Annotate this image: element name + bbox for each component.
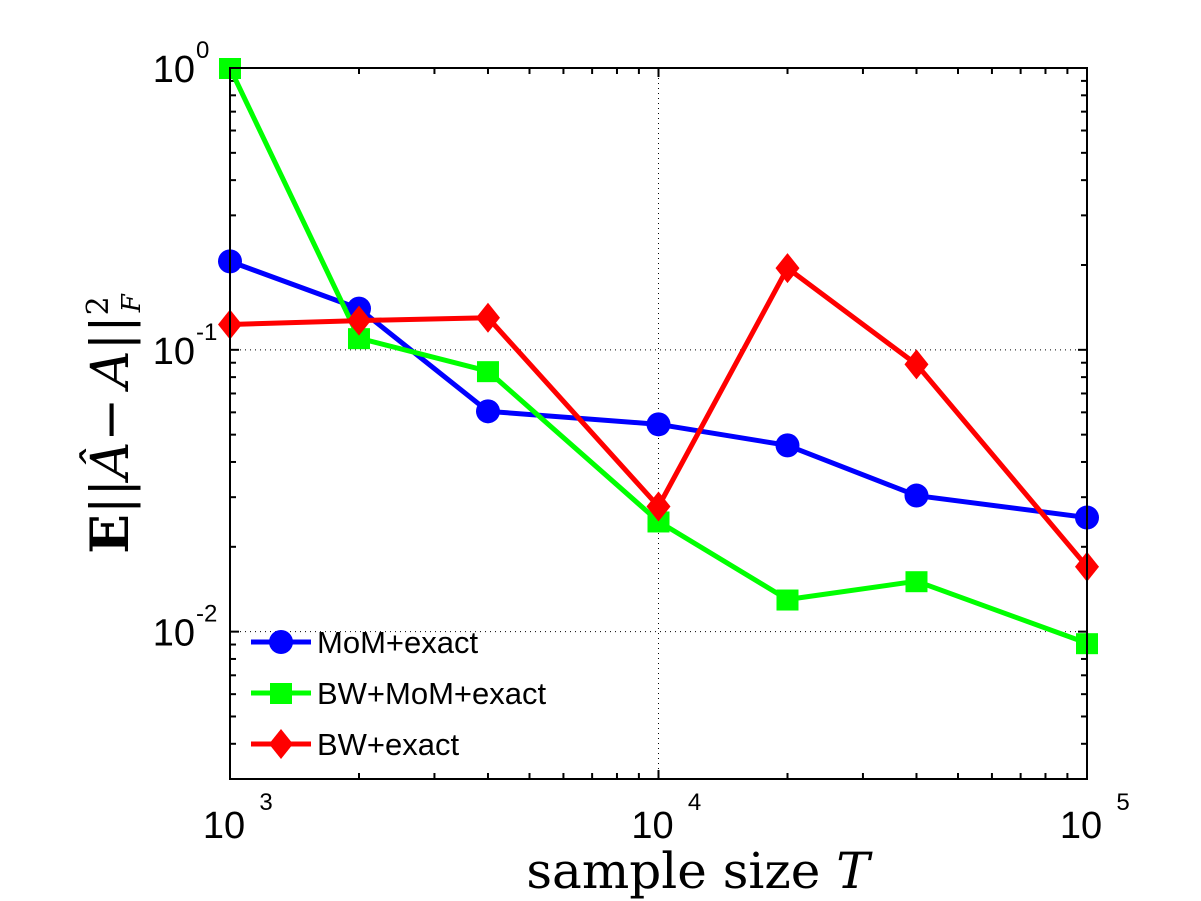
y-tick-label: 10 bbox=[153, 49, 195, 91]
data-point bbox=[476, 361, 499, 383]
legend-marker bbox=[269, 729, 293, 759]
x-axis-title: sample size T bbox=[526, 842, 873, 900]
y-tick-label-exponent: 0 bbox=[196, 37, 209, 64]
x-tick-label: 10 bbox=[631, 805, 673, 847]
data-point bbox=[346, 305, 371, 336]
y-tick-label-exponent: -2 bbox=[196, 601, 217, 628]
data-point bbox=[905, 571, 928, 593]
data-point bbox=[904, 349, 929, 380]
data-point bbox=[347, 328, 370, 350]
y-tick-label-exponent: -1 bbox=[196, 319, 217, 346]
x-axis-title-variable: T bbox=[836, 842, 873, 900]
data-point bbox=[775, 433, 800, 458]
data-point bbox=[776, 589, 799, 611]
y-axis-title-minus: − bbox=[81, 398, 141, 442]
x-tick-label: 10 bbox=[1060, 805, 1102, 847]
legend-label: MoM+exact bbox=[317, 625, 478, 660]
y-tick-label: 10 bbox=[153, 331, 195, 373]
legend-item: MoM+exact bbox=[251, 625, 478, 660]
y-axis-title-a: A bbox=[81, 350, 141, 392]
legend-label: BW+MoM+exact bbox=[317, 676, 547, 711]
legend-marker bbox=[269, 630, 293, 654]
svg-text:E||Â−A||2F: E||Â−A||2F bbox=[79, 293, 147, 554]
legend-item: BW+exact bbox=[251, 727, 460, 762]
legend: MoM+exact BW+MoM+exact BW+exact bbox=[251, 625, 547, 762]
y-tick-label: 10 bbox=[153, 613, 195, 655]
legend-label: BW+exact bbox=[317, 727, 460, 762]
plot-frame bbox=[229, 67, 1088, 780]
y-axis-title-ahat: Â bbox=[79, 442, 141, 484]
legend-item: BW+MoM+exact bbox=[251, 676, 547, 711]
x-tick-label: 10 bbox=[203, 805, 245, 847]
legend-marker bbox=[270, 683, 292, 704]
x-tick-label-exponent: 3 bbox=[259, 789, 272, 816]
series-layer bbox=[218, 58, 1099, 655]
y-axis-title-expectation: E bbox=[80, 514, 141, 554]
data-point bbox=[646, 491, 671, 522]
y-axis-title: E||Â−A||2F bbox=[79, 293, 147, 554]
data-point bbox=[646, 412, 671, 437]
y-axis-title-norm-open: || bbox=[81, 479, 141, 514]
data-point bbox=[775, 253, 800, 284]
x-tick-label-exponent: 5 bbox=[1116, 789, 1129, 816]
y-axis-title-superscript: 2 bbox=[81, 296, 116, 315]
x-axis-title-text: sample size bbox=[526, 842, 836, 900]
data-point bbox=[475, 399, 500, 424]
x-tick-label-exponent: 4 bbox=[688, 789, 701, 816]
data-point bbox=[647, 511, 670, 533]
data-point bbox=[904, 483, 929, 508]
data-point bbox=[475, 302, 500, 333]
y-axis-title-norm-close: || bbox=[81, 315, 141, 350]
y-axis-title-subscript: F bbox=[117, 293, 147, 313]
